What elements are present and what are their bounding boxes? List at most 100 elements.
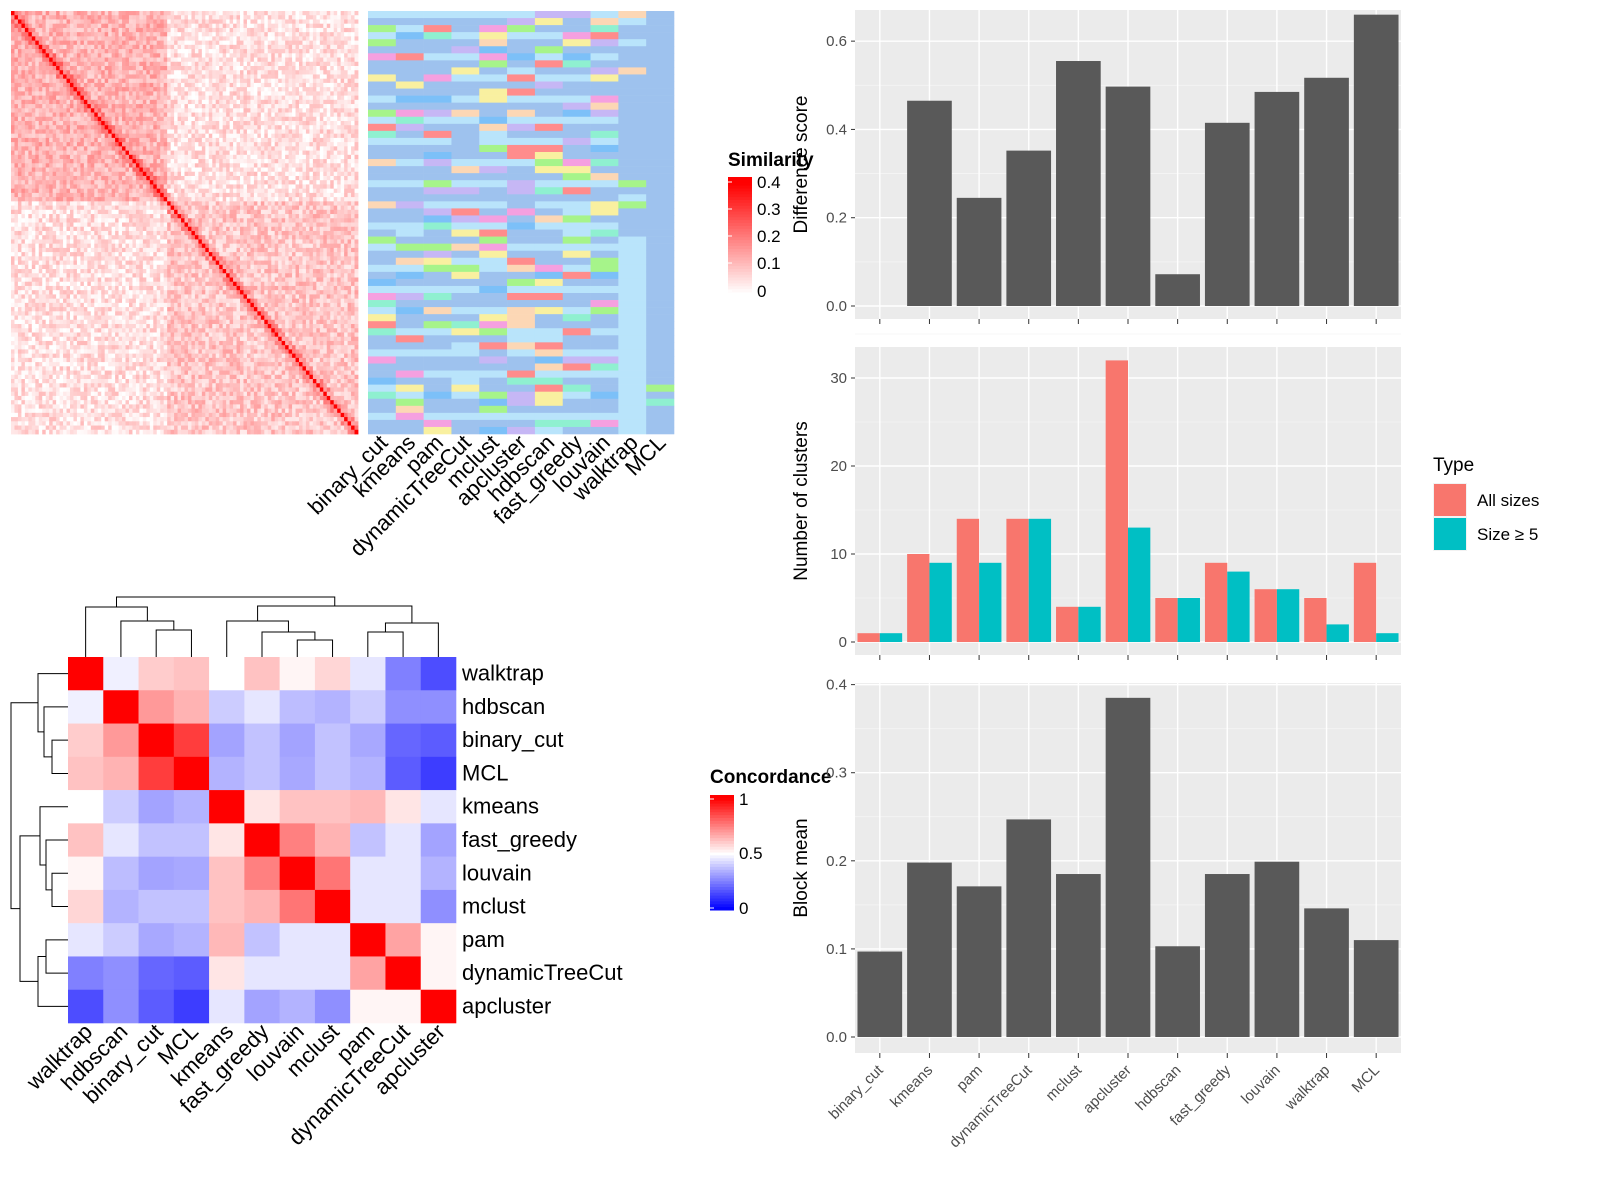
similarity-cell xyxy=(222,11,227,16)
similarity-cell xyxy=(316,82,321,88)
similarity-cell xyxy=(174,133,178,139)
similarity-cell xyxy=(187,23,192,29)
similarity-cell xyxy=(90,197,95,202)
similarity-cell xyxy=(305,70,310,75)
similarity-cell xyxy=(38,167,43,173)
similarity-cell xyxy=(257,184,262,190)
similarity-cell xyxy=(170,112,175,118)
similarity-cell xyxy=(17,44,22,50)
similarity-cell xyxy=(326,11,331,16)
similarity-cell xyxy=(63,44,67,50)
similarity-cell xyxy=(233,205,237,211)
similarity-cell xyxy=(299,91,303,96)
similarity-cell xyxy=(90,180,95,185)
similarity-cell xyxy=(132,171,137,177)
similarity-cell xyxy=(87,137,92,143)
similarity-cell xyxy=(333,197,338,202)
similarity-cell xyxy=(118,95,123,101)
similarity-cell xyxy=(240,53,244,58)
similarity-cell xyxy=(63,159,67,164)
similarity-cell xyxy=(305,209,310,215)
similarity-cell xyxy=(233,192,237,198)
similarity-cell xyxy=(246,116,251,122)
similarity-cell xyxy=(132,95,137,101)
similarity-cell xyxy=(219,214,224,219)
similarity-cell xyxy=(90,209,95,215)
similarity-cell xyxy=(240,23,244,29)
similarity-cell xyxy=(118,133,123,139)
similarity-cell xyxy=(52,44,57,50)
similarity-cell xyxy=(281,154,286,160)
similarity-cell xyxy=(194,188,199,194)
similarity-cell xyxy=(347,40,352,46)
similarity-cell xyxy=(118,159,123,164)
similarity-cell xyxy=(285,171,289,177)
similarity-cell xyxy=(340,175,345,181)
similarity-cell xyxy=(299,133,303,139)
similarity-cell xyxy=(156,188,161,194)
similarity-cell xyxy=(312,209,317,215)
similarity-cell xyxy=(288,209,293,215)
similarity-cell xyxy=(153,53,158,58)
similarity-cell xyxy=(31,197,36,202)
similarity-cell xyxy=(233,95,237,101)
similarity-cell xyxy=(240,112,244,118)
similarity-cell xyxy=(208,197,213,202)
similarity-cell xyxy=(351,137,355,143)
similarity-cell xyxy=(132,57,137,63)
similarity-cell xyxy=(222,19,227,25)
similarity-cell xyxy=(80,11,85,16)
similarity-cell xyxy=(66,197,71,202)
similarity-cell xyxy=(156,99,161,105)
similarity-cell xyxy=(274,192,279,198)
similarity-cell xyxy=(177,108,182,113)
similarity-cell xyxy=(285,218,289,223)
similarity-cell xyxy=(299,137,303,143)
similarity-cell xyxy=(73,192,78,198)
similarity-cell xyxy=(330,192,335,198)
similarity-cell xyxy=(108,137,113,143)
similarity-cell xyxy=(35,146,40,151)
similarity-cell xyxy=(139,32,144,37)
similarity-cell xyxy=(101,214,106,219)
similarity-cell xyxy=(35,27,40,33)
similarity-cell xyxy=(316,184,321,190)
similarity-cell xyxy=(208,163,213,168)
similarity-cell xyxy=(66,82,71,88)
similarity-cell xyxy=(229,167,234,173)
similarity-cell xyxy=(219,23,224,29)
similarity-cell xyxy=(205,205,210,211)
similarity-cell xyxy=(187,19,192,25)
similarity-cell xyxy=(111,53,116,58)
similarity-cell xyxy=(267,32,272,37)
similarity-cell xyxy=(201,137,206,143)
similarity-cell xyxy=(292,104,296,109)
similarity-cell xyxy=(122,36,126,42)
similarity-cell xyxy=(24,192,29,198)
similarity-cell xyxy=(28,57,33,63)
similarity-cell xyxy=(45,95,50,101)
similarity-cell xyxy=(309,112,314,118)
similarity-cell xyxy=(292,36,296,42)
similarity-cell xyxy=(267,91,272,96)
similarity-cell xyxy=(347,180,352,185)
similarity-cell xyxy=(139,82,144,88)
similarity-cell xyxy=(253,57,258,63)
similarity-cell xyxy=(326,23,331,29)
similarity-cell xyxy=(160,74,165,80)
similarity-cell xyxy=(260,104,265,109)
similarity-cell xyxy=(319,150,324,156)
similarity-cell xyxy=(340,61,345,67)
similarity-cell xyxy=(229,205,234,211)
similarity-cell xyxy=(52,65,57,71)
similarity-cell xyxy=(267,82,272,88)
similarity-cell xyxy=(340,36,345,42)
similarity-cell xyxy=(246,214,251,219)
similarity-cell xyxy=(233,108,237,113)
similarity-cell xyxy=(118,70,123,75)
similarity-cell xyxy=(312,99,317,105)
similarity-cell xyxy=(257,78,262,84)
similarity-cell xyxy=(330,95,335,101)
similarity-cell xyxy=(319,214,324,219)
similarity-cell xyxy=(278,129,283,135)
